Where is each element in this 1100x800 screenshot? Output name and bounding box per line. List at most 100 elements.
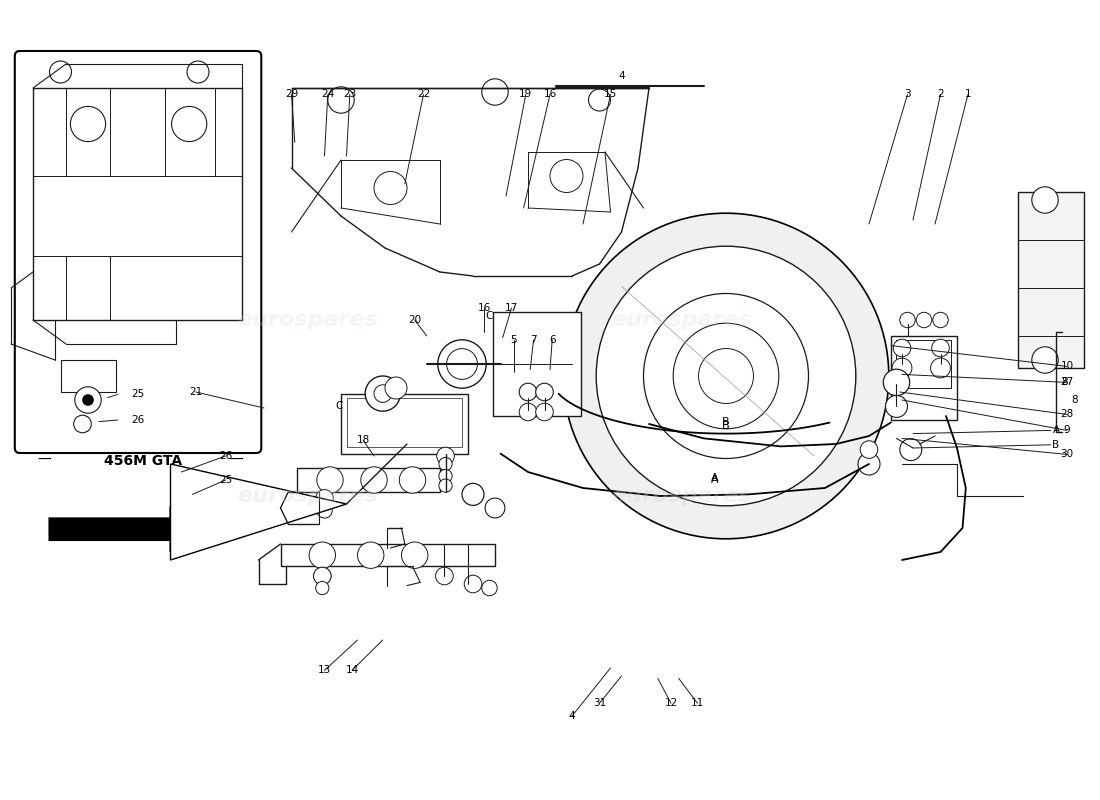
Text: 26: 26 bbox=[131, 415, 144, 425]
Circle shape bbox=[374, 171, 407, 205]
Text: A: A bbox=[712, 473, 718, 482]
Bar bbox=[297, 468, 440, 492]
Circle shape bbox=[931, 358, 950, 378]
Text: 25: 25 bbox=[131, 390, 144, 399]
Circle shape bbox=[314, 567, 331, 585]
Text: 13: 13 bbox=[318, 666, 331, 675]
Circle shape bbox=[74, 415, 91, 433]
Circle shape bbox=[328, 86, 354, 114]
Circle shape bbox=[858, 453, 880, 475]
Circle shape bbox=[1032, 186, 1058, 214]
Circle shape bbox=[886, 395, 907, 418]
Circle shape bbox=[550, 159, 583, 193]
Circle shape bbox=[900, 438, 922, 461]
Circle shape bbox=[596, 246, 856, 506]
Bar bbox=[1018, 192, 1084, 368]
Text: 29: 29 bbox=[285, 90, 298, 99]
Text: 24: 24 bbox=[321, 90, 334, 99]
Circle shape bbox=[317, 466, 343, 493]
Text: 2: 2 bbox=[937, 90, 944, 99]
Circle shape bbox=[399, 466, 426, 493]
Text: 22: 22 bbox=[417, 90, 430, 99]
Bar bbox=[896, 340, 951, 388]
Text: 8: 8 bbox=[1062, 378, 1068, 387]
Text: B: B bbox=[723, 421, 729, 430]
Text: 456M GTA: 456M GTA bbox=[103, 454, 183, 468]
Circle shape bbox=[82, 394, 94, 406]
Circle shape bbox=[519, 403, 537, 421]
Circle shape bbox=[464, 575, 482, 593]
Text: 23: 23 bbox=[343, 90, 356, 99]
Circle shape bbox=[316, 582, 329, 594]
Text: A: A bbox=[1053, 426, 1059, 435]
Circle shape bbox=[365, 376, 400, 411]
Circle shape bbox=[588, 89, 610, 111]
Text: C: C bbox=[486, 311, 493, 321]
Circle shape bbox=[932, 339, 949, 357]
Text: 10: 10 bbox=[1060, 362, 1074, 371]
Text: —: — bbox=[37, 453, 51, 467]
Text: 28: 28 bbox=[1060, 410, 1074, 419]
Text: 6: 6 bbox=[549, 335, 556, 345]
Circle shape bbox=[883, 370, 910, 395]
Bar bbox=[341, 394, 468, 454]
Circle shape bbox=[933, 312, 948, 328]
Circle shape bbox=[437, 447, 454, 465]
Circle shape bbox=[462, 483, 484, 506]
Circle shape bbox=[309, 542, 336, 568]
Text: 1: 1 bbox=[965, 90, 971, 99]
Text: 18: 18 bbox=[356, 435, 370, 445]
Circle shape bbox=[439, 470, 452, 482]
Text: B: B bbox=[1053, 440, 1059, 450]
Text: C: C bbox=[336, 401, 342, 410]
FancyBboxPatch shape bbox=[14, 51, 262, 453]
Circle shape bbox=[893, 339, 911, 357]
Circle shape bbox=[361, 466, 387, 493]
Bar bbox=[346, 398, 462, 447]
Text: 4: 4 bbox=[569, 711, 575, 721]
Text: 25: 25 bbox=[219, 475, 232, 485]
Text: 3: 3 bbox=[904, 90, 911, 99]
Text: —: — bbox=[230, 453, 243, 467]
Circle shape bbox=[644, 294, 808, 458]
Circle shape bbox=[536, 403, 553, 421]
Circle shape bbox=[536, 383, 553, 401]
Text: 16: 16 bbox=[543, 90, 557, 99]
Text: 4: 4 bbox=[618, 71, 625, 81]
Circle shape bbox=[187, 61, 209, 83]
Text: 14: 14 bbox=[345, 666, 359, 675]
Circle shape bbox=[317, 502, 332, 518]
Circle shape bbox=[385, 377, 407, 399]
Text: eurospares: eurospares bbox=[238, 310, 378, 330]
Circle shape bbox=[860, 441, 878, 458]
Circle shape bbox=[172, 106, 207, 142]
Circle shape bbox=[900, 312, 915, 328]
Circle shape bbox=[892, 358, 912, 378]
Text: 9: 9 bbox=[1064, 426, 1070, 435]
Text: 20: 20 bbox=[408, 315, 421, 325]
Circle shape bbox=[485, 498, 505, 518]
Text: 17: 17 bbox=[505, 303, 518, 313]
Text: A: A bbox=[712, 475, 718, 485]
Text: 26: 26 bbox=[219, 451, 232, 461]
Text: 11: 11 bbox=[691, 698, 704, 708]
Text: 30: 30 bbox=[1060, 450, 1074, 459]
Circle shape bbox=[447, 349, 477, 379]
Circle shape bbox=[1032, 346, 1058, 373]
Polygon shape bbox=[170, 464, 346, 560]
Bar bbox=[60, 360, 116, 392]
Text: eurospares: eurospares bbox=[612, 486, 752, 506]
Circle shape bbox=[916, 312, 932, 328]
Circle shape bbox=[50, 61, 72, 83]
Circle shape bbox=[673, 323, 779, 429]
Circle shape bbox=[698, 349, 754, 403]
Text: 8: 8 bbox=[1071, 395, 1078, 405]
Circle shape bbox=[358, 542, 384, 568]
Circle shape bbox=[436, 567, 453, 585]
Text: 12: 12 bbox=[664, 698, 678, 708]
Circle shape bbox=[519, 383, 537, 401]
Text: 16: 16 bbox=[477, 303, 491, 313]
Polygon shape bbox=[50, 508, 220, 550]
Text: 15: 15 bbox=[604, 90, 617, 99]
Bar bbox=[493, 312, 581, 416]
